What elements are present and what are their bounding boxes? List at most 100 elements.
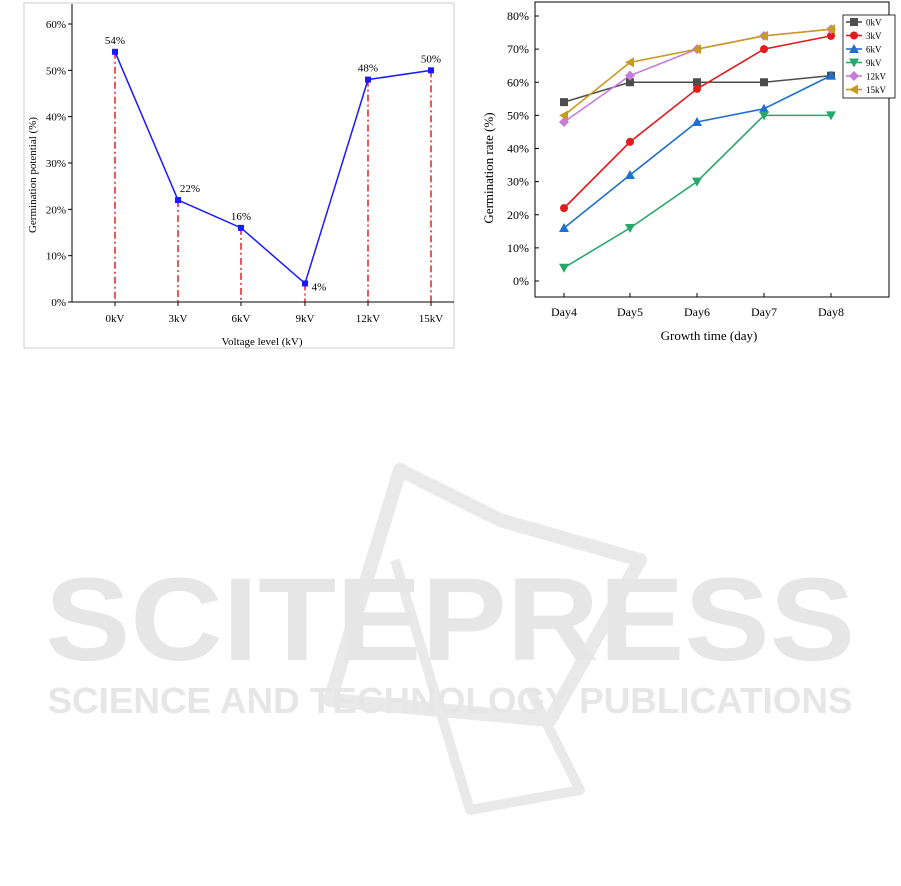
data-point-12kV xyxy=(625,70,635,81)
legend-swatch-marker xyxy=(850,18,858,26)
left-x-tick-label: 9kV xyxy=(296,313,315,325)
right-y-tick-label: 50% xyxy=(507,108,529,122)
legend-label: 9kV xyxy=(866,58,882,68)
data-point-15kV xyxy=(625,57,634,68)
data-point-9kV xyxy=(759,111,769,121)
data-point-15kV xyxy=(692,44,701,55)
right-tick-labels: 0% 10% 20% 30% 40% 50% 60% 70% 80% Day4 Day5 Day6 Da… xyxy=(507,9,844,319)
left-data-label: 50% xyxy=(421,53,441,65)
left-data-point xyxy=(428,67,434,74)
right-x-tick-label: Day8 xyxy=(818,305,844,319)
watermark-logo xyxy=(323,463,647,815)
data-point-0kV xyxy=(693,78,701,87)
left-x-tick-label: 0kV xyxy=(106,313,125,325)
left-data-label: 4% xyxy=(312,281,327,293)
right-x-tick-label: Day7 xyxy=(751,305,777,319)
left-tick-labels: 0% 10% 20% 30% 40% 50% 60% 0kV 3kV 6kV 9kV 12kV 15kV xyxy=(46,19,443,325)
data-point-15kV xyxy=(759,30,768,41)
data-point-9kV xyxy=(692,177,702,187)
data-point-9kV xyxy=(826,111,836,121)
data-point-3kV xyxy=(560,204,568,213)
watermark-title: SCITEPRESS xyxy=(45,554,855,686)
left-data-point xyxy=(238,224,244,231)
watermark-subtitle: SCIENCE AND TECHNOLOGY PUBLICATIONS xyxy=(48,680,853,721)
left-data-point xyxy=(302,280,308,287)
data-point-6kV xyxy=(625,170,635,179)
legend-label: 15kV xyxy=(866,85,887,95)
left-data-point xyxy=(365,76,371,83)
legend-label: 0kV xyxy=(866,18,882,28)
right-y-tick-label: 80% xyxy=(507,9,529,23)
left-y-tick-label: 20% xyxy=(46,204,66,216)
right-x-tick-label: Day4 xyxy=(551,305,577,319)
right-markers xyxy=(559,24,836,273)
left-markers xyxy=(112,48,434,287)
data-point-3kV xyxy=(626,137,634,146)
right-y-tick-label: 70% xyxy=(507,42,529,56)
data-point-6kV xyxy=(826,70,836,80)
data-point-9kV xyxy=(559,263,569,273)
data-point-9kV xyxy=(625,224,635,233)
right-y-tick-label: 0% xyxy=(513,274,529,288)
left-x-tick-label: 3kV xyxy=(169,313,188,325)
left-x-tick-label: 15kV xyxy=(419,313,444,325)
data-point-15kV xyxy=(559,110,568,121)
legend-swatch-marker xyxy=(850,31,858,40)
left-series-line xyxy=(114,51,432,285)
legend-label: 12kV xyxy=(866,72,887,82)
data-point-15kV xyxy=(826,24,835,35)
legend-label: 6kV xyxy=(866,45,882,55)
legend-label: 3kV xyxy=(866,31,882,41)
left-y-tick-label: 50% xyxy=(46,65,66,77)
data-point-6kV xyxy=(759,103,769,113)
data-point-3kV xyxy=(760,45,768,54)
right-y-tick-label: 60% xyxy=(507,75,529,89)
data-point-0kV xyxy=(626,78,634,87)
left-axes xyxy=(68,4,454,306)
left-data-labels: 54% 22% 16% 4% 48% 50% xyxy=(105,35,441,294)
right-y-tick-label: 20% xyxy=(507,208,529,222)
right-plot-frame xyxy=(534,1,890,298)
data-point-0kV xyxy=(760,78,768,87)
legend-swatch-marker xyxy=(849,58,859,68)
data-point-3kV xyxy=(827,31,835,40)
right-axes xyxy=(534,1,890,298)
left-data-point xyxy=(175,197,181,204)
germination-rate-chart: 0% 10% 20% 30% 40% 50% 60% 70% 80% Day4 Day5 Day6 Da… xyxy=(481,1,896,343)
right-y-tick-label: 40% xyxy=(507,142,529,156)
left-ylabel: Germination potential (%) xyxy=(27,117,39,233)
legend: 0kV 3kV 6kV 9kV 12kV 15kV xyxy=(842,14,896,99)
data-point-6kV xyxy=(559,223,569,232)
left-data-label: 22% xyxy=(180,183,200,195)
right-xlabel: Growth time (day) xyxy=(661,328,758,343)
right-y-tick-label: 10% xyxy=(507,241,529,255)
right-ylabel: Germination rate (%) xyxy=(481,112,496,223)
data-point-3kV xyxy=(693,84,701,93)
germination-potential-chart: 54% 22% 16% 4% 48% 50% 0% 10% 20% 30% 40% 50% 60% 0k… xyxy=(23,2,455,349)
data-point-6kV xyxy=(692,117,702,126)
chart-frame xyxy=(23,2,455,349)
left-y-tick-label: 0% xyxy=(51,297,66,309)
legend-swatch-marker xyxy=(849,84,858,95)
left-data-point xyxy=(112,48,118,55)
legend-swatch-marker xyxy=(849,71,859,81)
right-x-tick-label: Day5 xyxy=(617,305,643,319)
left-data-label: 16% xyxy=(231,211,251,223)
legend-swatch-marker xyxy=(849,44,859,53)
left-droplines xyxy=(114,51,432,302)
left-y-tick-label: 30% xyxy=(46,158,66,170)
left-y-tick-label: 40% xyxy=(46,112,66,124)
left-data-label: 54% xyxy=(105,35,125,47)
left-x-tick-label: 6kV xyxy=(232,313,251,325)
left-y-tick-label: 10% xyxy=(46,251,66,263)
right-y-tick-label: 30% xyxy=(507,175,529,189)
left-x-tick-label: 12kV xyxy=(356,313,381,325)
data-point-0kV xyxy=(560,98,568,107)
right-x-tick-label: Day6 xyxy=(684,305,710,319)
left-y-tick-label: 60% xyxy=(46,19,66,31)
legend-box xyxy=(842,14,896,99)
left-xlabel: Voltage level (kV) xyxy=(221,336,302,348)
left-series-line-path xyxy=(114,51,432,285)
left-data-label: 48% xyxy=(358,63,378,75)
